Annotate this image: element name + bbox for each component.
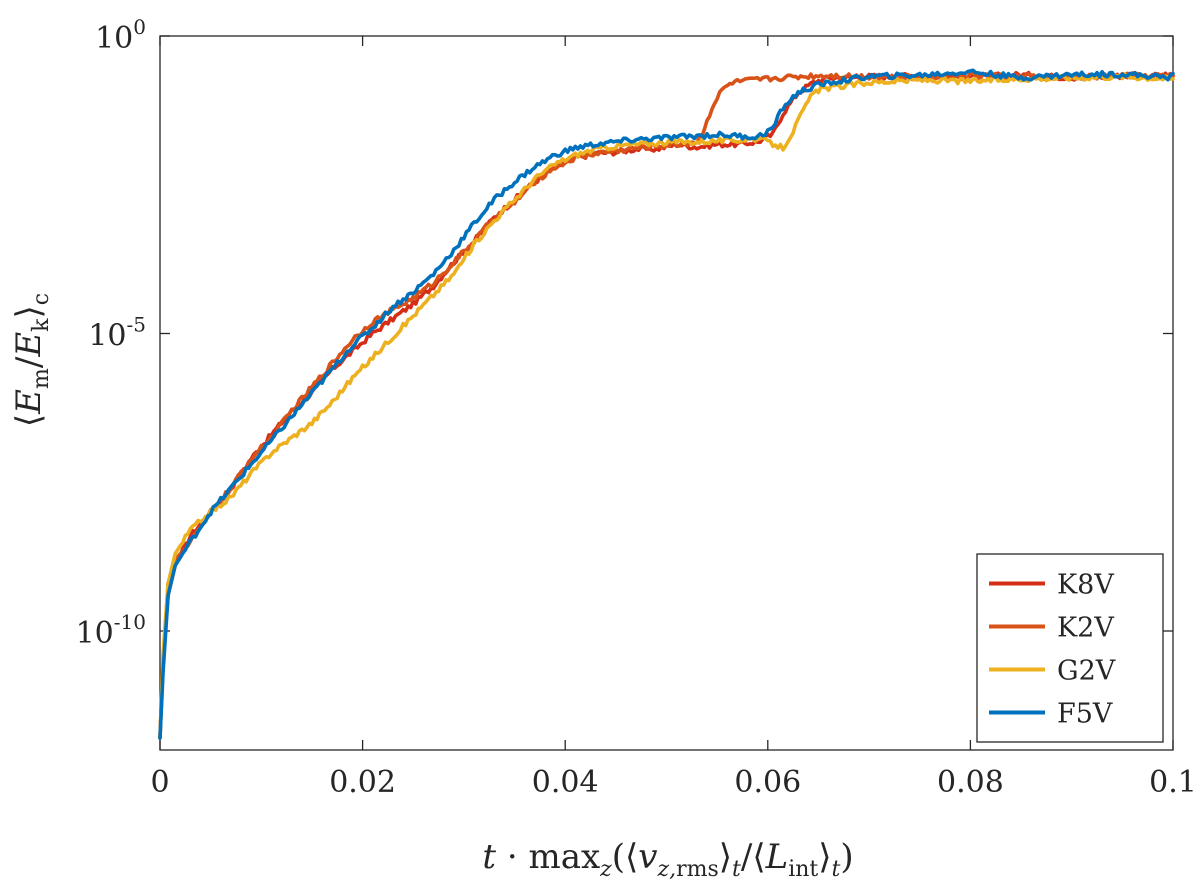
x-tick-label: 0.06 bbox=[734, 765, 801, 800]
series-lines bbox=[158, 68, 1175, 740]
x-tick-label: 0.02 bbox=[329, 765, 396, 800]
y-tick-base: 10 bbox=[76, 616, 114, 651]
legend: K8V K2V G2V F5V bbox=[976, 553, 1164, 743]
y-tick-label: 10-10 bbox=[76, 610, 146, 651]
y-tick-label: 10-5 bbox=[88, 313, 146, 354]
x-tick-label: 0.1 bbox=[1149, 765, 1197, 800]
y-tick-base: 10 bbox=[88, 319, 126, 354]
x-tick-label: 0.04 bbox=[532, 765, 599, 800]
legend-label-k2v: K2V bbox=[1057, 613, 1114, 644]
x-tick-label: 0 bbox=[150, 765, 169, 800]
ticks bbox=[159, 35, 1174, 750]
series-line-g2v bbox=[158, 72, 1175, 740]
legend-label-g2v: G2V bbox=[1057, 656, 1116, 687]
legend-label-k8v: K8V bbox=[1057, 570, 1114, 601]
y-tick-base: 10 bbox=[95, 21, 133, 56]
legend-label-f5v: F5V bbox=[1057, 699, 1113, 730]
y-tick-label: 100 bbox=[95, 15, 146, 56]
y-tick-power: -5 bbox=[127, 313, 146, 337]
series-line-f5v bbox=[158, 68, 1175, 740]
y-axis-label: ⟨Em/Ek⟩c bbox=[9, 293, 54, 427]
x-axis-label: t · maxz(⟨vz,rms⟩t/⟨Lint⟩t) bbox=[482, 837, 853, 882]
x-tick-label: 0.08 bbox=[937, 765, 1004, 800]
y-tick-power: -10 bbox=[114, 610, 146, 634]
y-tick-power: 0 bbox=[133, 15, 146, 39]
